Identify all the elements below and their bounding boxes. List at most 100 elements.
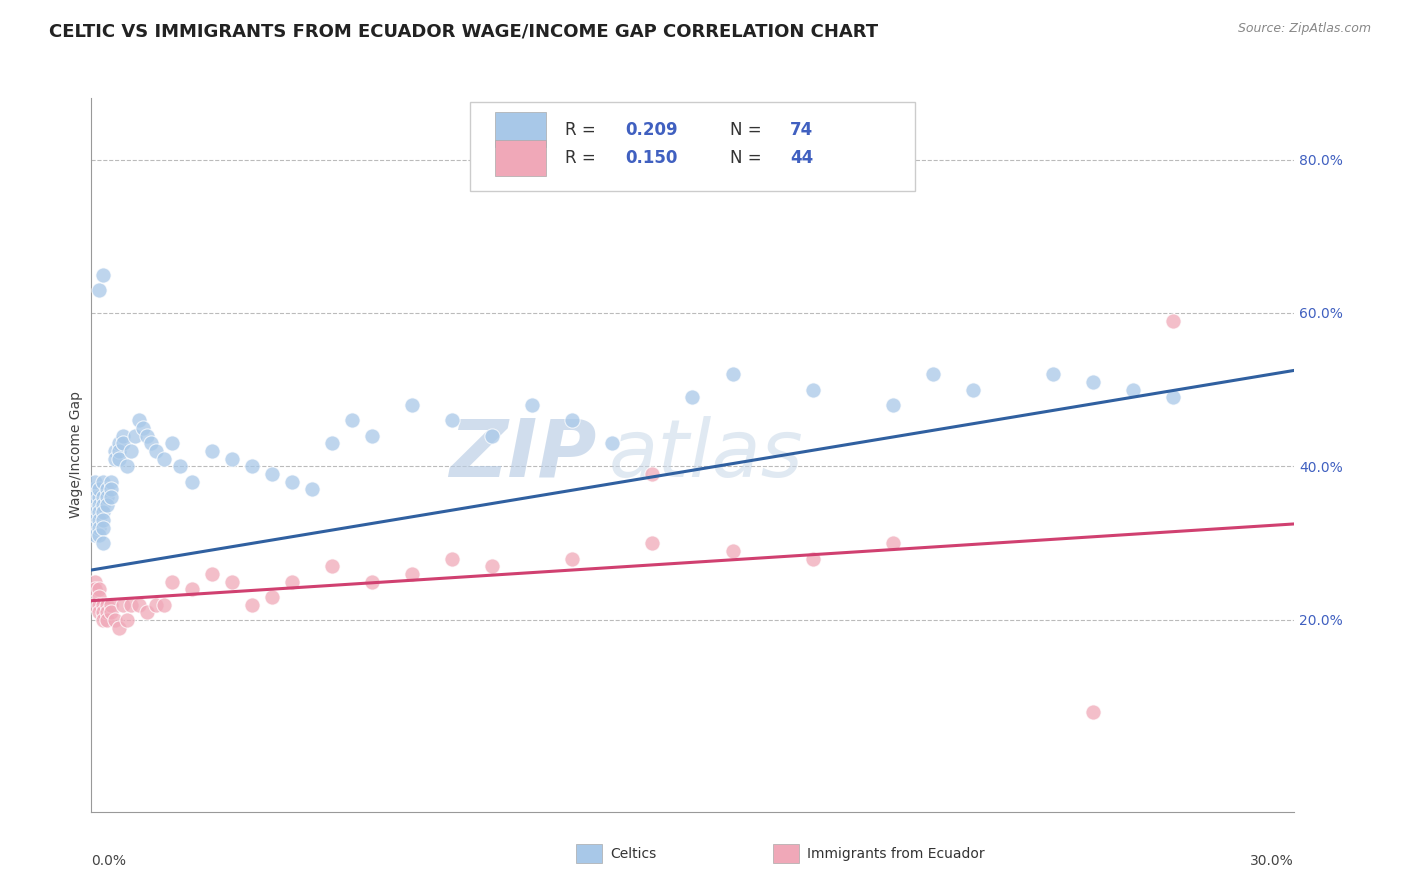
- Text: 44: 44: [790, 149, 813, 167]
- Text: N =: N =: [730, 120, 766, 138]
- Point: [84, 574, 107, 589]
- Point: [281, 475, 304, 489]
- Point: [96, 613, 118, 627]
- Point: [84, 513, 107, 527]
- Point: [89, 605, 111, 619]
- Point: [882, 536, 904, 550]
- Point: [801, 551, 824, 566]
- Point: [108, 451, 131, 466]
- Point: [440, 413, 463, 427]
- Point: [136, 428, 159, 442]
- Point: [681, 390, 703, 404]
- Point: [962, 383, 984, 397]
- Point: [481, 559, 503, 574]
- Point: [89, 283, 111, 297]
- Point: [160, 436, 183, 450]
- Point: [104, 451, 127, 466]
- Point: [1042, 368, 1064, 382]
- Point: [93, 521, 115, 535]
- Point: [260, 467, 283, 482]
- Point: [93, 268, 115, 282]
- Point: [84, 598, 107, 612]
- Point: [96, 605, 118, 619]
- Text: Source: ZipAtlas.com: Source: ZipAtlas.com: [1237, 22, 1371, 36]
- Text: Celtics: Celtics: [610, 847, 657, 861]
- Point: [721, 368, 744, 382]
- Bar: [773, 844, 799, 863]
- Point: [641, 536, 664, 550]
- Point: [240, 459, 263, 474]
- Point: [93, 613, 115, 627]
- Point: [201, 444, 224, 458]
- Point: [169, 459, 191, 474]
- Point: [922, 368, 945, 382]
- Point: [180, 475, 202, 489]
- Point: [260, 590, 283, 604]
- Point: [84, 582, 107, 597]
- Point: [112, 436, 135, 450]
- Point: [93, 513, 115, 527]
- Point: [100, 490, 122, 504]
- Point: [360, 428, 382, 442]
- Point: [89, 513, 111, 527]
- Point: [522, 398, 544, 412]
- Point: [180, 582, 202, 597]
- Point: [321, 436, 343, 450]
- Point: [100, 605, 122, 619]
- Point: [112, 598, 135, 612]
- Text: Immigrants from Ecuador: Immigrants from Ecuador: [807, 847, 984, 861]
- Point: [93, 490, 115, 504]
- Point: [281, 574, 304, 589]
- Point: [1163, 390, 1185, 404]
- Point: [221, 574, 243, 589]
- Point: [104, 613, 127, 627]
- Point: [104, 444, 127, 458]
- Point: [360, 574, 382, 589]
- Text: CELTIC VS IMMIGRANTS FROM ECUADOR WAGE/INCOME GAP CORRELATION CHART: CELTIC VS IMMIGRANTS FROM ECUADOR WAGE/I…: [49, 22, 879, 40]
- Point: [801, 383, 824, 397]
- Point: [1083, 705, 1105, 719]
- Point: [481, 428, 503, 442]
- Text: N =: N =: [730, 149, 766, 167]
- Point: [93, 536, 115, 550]
- Point: [84, 521, 107, 535]
- FancyBboxPatch shape: [470, 102, 915, 191]
- Point: [96, 490, 118, 504]
- Point: [641, 467, 664, 482]
- Point: [128, 413, 150, 427]
- Point: [100, 475, 122, 489]
- Point: [89, 528, 111, 542]
- Point: [93, 475, 115, 489]
- Point: [84, 475, 107, 489]
- FancyBboxPatch shape: [495, 112, 546, 147]
- Point: [145, 598, 167, 612]
- Point: [100, 483, 122, 497]
- Point: [1122, 383, 1144, 397]
- Point: [561, 413, 583, 427]
- Point: [89, 498, 111, 512]
- Point: [96, 598, 118, 612]
- Text: R =: R =: [565, 149, 600, 167]
- Point: [89, 490, 111, 504]
- Point: [117, 459, 139, 474]
- Point: [84, 506, 107, 520]
- Point: [301, 483, 323, 497]
- Point: [117, 613, 139, 627]
- Point: [93, 598, 115, 612]
- Point: [401, 398, 423, 412]
- Point: [221, 451, 243, 466]
- Bar: [576, 844, 602, 863]
- Point: [93, 605, 115, 619]
- Point: [1083, 375, 1105, 389]
- Point: [89, 483, 111, 497]
- Point: [561, 551, 583, 566]
- Text: 0.209: 0.209: [626, 120, 678, 138]
- Point: [89, 506, 111, 520]
- Point: [124, 428, 146, 442]
- FancyBboxPatch shape: [495, 140, 546, 176]
- Point: [602, 436, 624, 450]
- Text: R =: R =: [565, 120, 600, 138]
- Point: [321, 559, 343, 574]
- Text: 74: 74: [790, 120, 813, 138]
- Point: [89, 598, 111, 612]
